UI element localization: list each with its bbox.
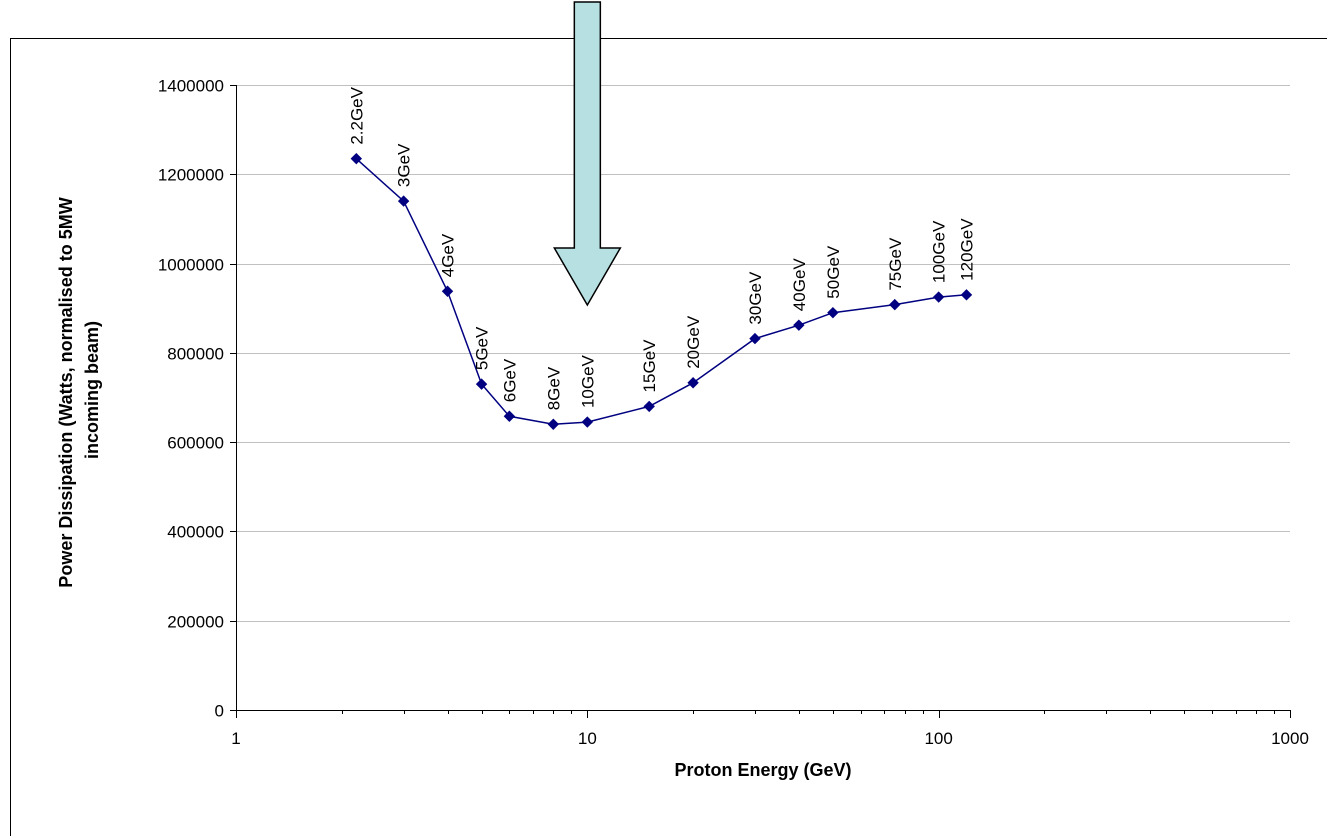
data-label: 50GeV: [824, 245, 843, 299]
data-label: 5GeV: [473, 326, 492, 370]
data-point-marker: [643, 400, 655, 413]
data-label: 15GeV: [640, 339, 659, 393]
x-tick-label: 1000: [1271, 729, 1309, 748]
data-label: 30GeV: [746, 271, 765, 325]
y-axis-title-line-2: incoming beam): [82, 321, 102, 459]
data-label: 6GeV: [500, 358, 519, 402]
x-tick-label: 10: [578, 729, 597, 748]
data-point-marker: [960, 289, 973, 301]
data-point-marker: [503, 410, 516, 422]
y-tick-label: 200000: [167, 613, 224, 632]
arrow-annotation: [553, 1, 622, 307]
data-point-marker: [581, 416, 594, 428]
y-tick-label: 800000: [167, 345, 224, 364]
data-label: 2.2GeV: [347, 86, 366, 144]
data-label: 20GeV: [684, 315, 703, 369]
data-label: 10GeV: [578, 354, 597, 408]
data-label: 4GeV: [439, 233, 458, 277]
axes: [230, 85, 1291, 718]
data-label: 40GeV: [790, 258, 809, 312]
data-label: 120GeV: [957, 218, 976, 281]
y-tick-label: 1200000: [158, 166, 224, 185]
y-axis-title: Power Dissipation (Watts, normalised to …: [56, 192, 102, 587]
x-axis-title: Proton Energy (GeV): [674, 760, 851, 780]
data-point-marker: [889, 298, 901, 311]
data-label: 75GeV: [886, 237, 905, 291]
data-label: 3GeV: [395, 143, 414, 187]
y-tick-label: 0: [215, 702, 224, 721]
data-point-marker: [827, 306, 839, 319]
chart-frame: [10, 38, 1327, 836]
data-label: 8GeV: [544, 366, 563, 410]
y-tick-label: 1400000: [158, 77, 224, 96]
x-tick-label: 100: [924, 729, 952, 748]
data-point-marker: [397, 195, 410, 207]
data-label: 100GeV: [930, 220, 949, 283]
data-point-marker: [475, 378, 488, 390]
y-axis-title-line-1: Power Dissipation (Watts, normalised to …: [56, 197, 76, 587]
data-point-marker: [932, 291, 945, 303]
data-point-marker: [687, 377, 699, 389]
gridlines: [236, 85, 1290, 622]
y-tick-label: 600000: [167, 434, 224, 453]
tick-labels: 0 200000 400000 600000 800000 1000000 1200000 1…: [158, 77, 1309, 749]
data-point-marker: [547, 418, 559, 430]
data-point-marker: [350, 152, 363, 165]
data-series: [350, 152, 973, 430]
data-point-marker: [441, 285, 454, 297]
point-labels: 2.2GeV 3GeV 4GeV 5GeV 6GeV 8GeV 10GeV 15GeV 20Ge…: [347, 86, 976, 410]
data-point-marker: [793, 319, 805, 331]
down-arrow-annotation: [553, 1, 622, 307]
x-tick-label: 1: [231, 729, 240, 748]
data-point-marker: [749, 332, 761, 345]
y-tick-label: 400000: [167, 523, 224, 542]
y-tick-label: 1000000: [158, 256, 224, 275]
